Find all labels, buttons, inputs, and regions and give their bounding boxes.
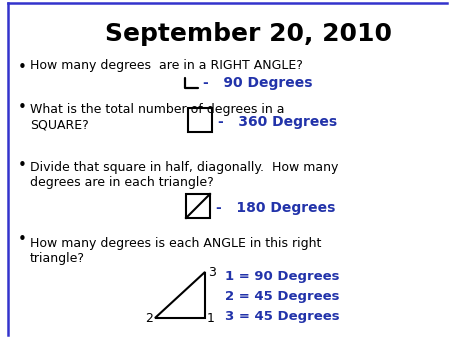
Text: -   360 Degrees: - 360 Degrees <box>218 115 337 129</box>
Bar <box>186 194 210 218</box>
Text: •: • <box>18 99 27 115</box>
Text: 1 = 90 Degrees
2 = 45 Degrees
3 = 45 Degrees: 1 = 90 Degrees 2 = 45 Degrees 3 = 45 Deg… <box>225 270 340 323</box>
Bar <box>188 108 212 132</box>
Text: -   180 Degrees: - 180 Degrees <box>216 201 335 215</box>
Text: 3: 3 <box>208 266 216 279</box>
Text: Divide that square in half, diagonally.  How many
degrees are in each triangle?: Divide that square in half, diagonally. … <box>30 161 338 189</box>
Text: •: • <box>18 158 27 172</box>
Text: 2: 2 <box>145 312 153 324</box>
Text: -   90 Degrees: - 90 Degrees <box>203 76 312 90</box>
Text: How many degrees is each ANGLE in this right
triangle?: How many degrees is each ANGLE in this r… <box>30 237 321 265</box>
Text: September 20, 2010: September 20, 2010 <box>105 22 392 46</box>
Text: •: • <box>18 233 27 247</box>
Text: What is the total number of degrees in a
SQUARE?: What is the total number of degrees in a… <box>30 103 284 131</box>
Text: 1: 1 <box>207 312 215 324</box>
Text: •: • <box>18 61 27 75</box>
Text: How many degrees  are in a RIGHT ANGLE?: How many degrees are in a RIGHT ANGLE? <box>30 58 303 72</box>
